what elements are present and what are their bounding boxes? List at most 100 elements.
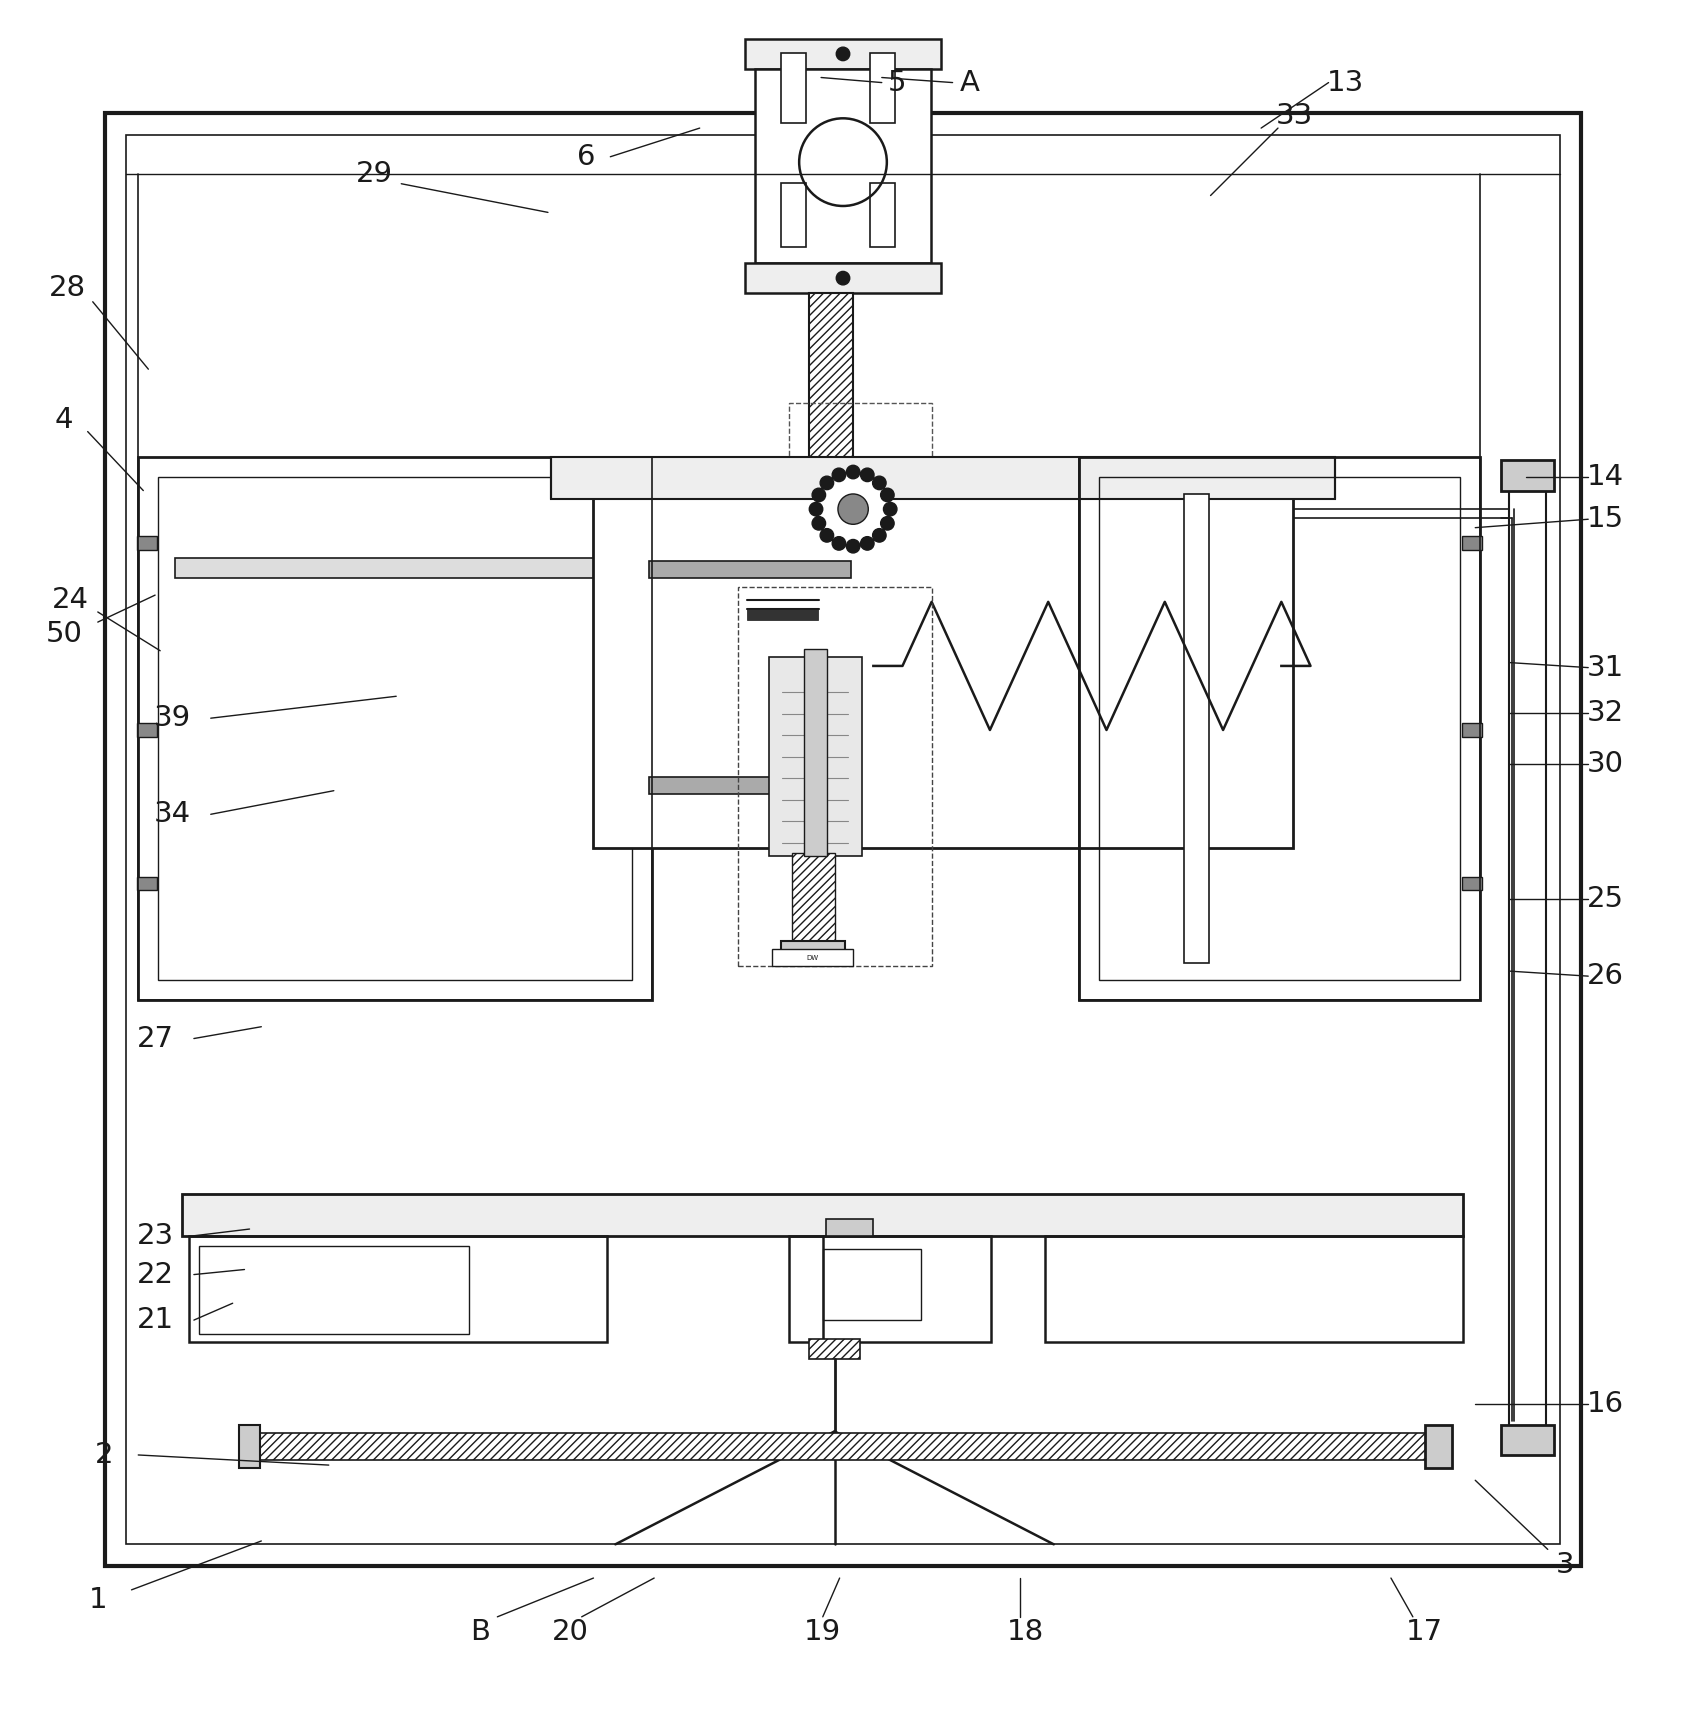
- Bar: [745, 264, 941, 293]
- Circle shape: [846, 465, 860, 479]
- Text: 23: 23: [137, 1222, 174, 1249]
- Bar: [772, 949, 853, 967]
- Circle shape: [836, 47, 850, 60]
- Bar: [158, 477, 632, 979]
- Bar: [1099, 477, 1460, 979]
- Text: 50: 50: [46, 620, 83, 648]
- Bar: [1501, 460, 1554, 491]
- Circle shape: [819, 529, 833, 543]
- Bar: [1509, 474, 1546, 1444]
- Bar: [781, 941, 845, 961]
- Bar: [769, 658, 862, 856]
- Text: 22: 22: [137, 1261, 174, 1289]
- Bar: [1462, 536, 1482, 550]
- Bar: [826, 1218, 873, 1235]
- Text: 34: 34: [153, 799, 191, 829]
- Text: B: B: [470, 1618, 491, 1645]
- Circle shape: [873, 529, 887, 543]
- Circle shape: [816, 472, 890, 546]
- Bar: [137, 724, 157, 737]
- Text: 17: 17: [1406, 1618, 1443, 1645]
- Circle shape: [860, 469, 873, 482]
- Text: 4: 4: [56, 407, 72, 434]
- Bar: [870, 53, 895, 124]
- Bar: [175, 558, 615, 579]
- Bar: [804, 650, 828, 856]
- Bar: [809, 489, 853, 767]
- Text: 15: 15: [1587, 505, 1624, 532]
- Text: 21: 21: [137, 1306, 174, 1334]
- Bar: [781, 53, 806, 124]
- Bar: [1501, 1425, 1554, 1454]
- Bar: [823, 1249, 921, 1320]
- Bar: [126, 134, 1560, 1544]
- Text: 26: 26: [1587, 961, 1624, 991]
- Text: 31: 31: [1587, 653, 1624, 682]
- Text: 24: 24: [52, 586, 89, 613]
- Circle shape: [880, 488, 894, 501]
- Bar: [105, 114, 1581, 1566]
- Bar: [747, 608, 818, 620]
- Text: 33: 33: [1276, 102, 1313, 131]
- Bar: [809, 1339, 860, 1359]
- Bar: [809, 293, 853, 495]
- Text: 32: 32: [1587, 700, 1624, 727]
- Bar: [738, 588, 932, 967]
- Bar: [801, 495, 862, 524]
- Bar: [1462, 877, 1482, 891]
- Bar: [250, 1434, 1430, 1459]
- Circle shape: [838, 495, 868, 524]
- Bar: [870, 183, 895, 248]
- Circle shape: [809, 503, 823, 515]
- Bar: [781, 183, 806, 248]
- Bar: [649, 777, 851, 794]
- Bar: [593, 457, 1293, 848]
- Text: 16: 16: [1587, 1390, 1624, 1418]
- Bar: [801, 767, 862, 798]
- Text: 29: 29: [356, 160, 393, 188]
- Bar: [789, 403, 932, 586]
- Circle shape: [813, 517, 826, 531]
- Circle shape: [883, 503, 897, 515]
- Text: 18: 18: [1007, 1618, 1044, 1645]
- Text: 14: 14: [1587, 463, 1624, 491]
- Text: 13: 13: [1327, 69, 1364, 96]
- Text: 30: 30: [1587, 750, 1624, 777]
- Bar: [137, 536, 157, 550]
- Bar: [755, 69, 931, 264]
- Bar: [1462, 724, 1482, 737]
- Text: A: A: [959, 69, 980, 96]
- Text: 6: 6: [578, 143, 595, 171]
- Circle shape: [813, 488, 826, 501]
- Bar: [182, 1194, 1463, 1235]
- Circle shape: [860, 536, 873, 550]
- Text: 25: 25: [1587, 884, 1624, 913]
- Circle shape: [833, 536, 846, 550]
- Bar: [792, 853, 835, 958]
- Bar: [138, 457, 652, 999]
- Bar: [1079, 457, 1480, 999]
- Bar: [137, 877, 157, 891]
- Bar: [551, 457, 1335, 500]
- Bar: [745, 38, 941, 69]
- Bar: [1045, 1235, 1463, 1342]
- Bar: [1184, 495, 1209, 963]
- Circle shape: [833, 469, 846, 482]
- Circle shape: [880, 517, 894, 531]
- Circle shape: [819, 476, 833, 489]
- Bar: [239, 1425, 260, 1468]
- Bar: [189, 1235, 607, 1342]
- Text: 20: 20: [551, 1618, 588, 1645]
- Text: 28: 28: [49, 274, 86, 302]
- Bar: [649, 562, 851, 579]
- Text: 1: 1: [88, 1585, 108, 1614]
- Text: 39: 39: [153, 705, 191, 732]
- Circle shape: [836, 272, 850, 284]
- Text: 3: 3: [1554, 1551, 1575, 1578]
- Circle shape: [846, 539, 860, 553]
- Bar: [1425, 1425, 1452, 1468]
- Circle shape: [873, 476, 887, 489]
- Bar: [199, 1246, 469, 1334]
- Text: 27: 27: [137, 1025, 174, 1053]
- Text: 2: 2: [96, 1440, 113, 1470]
